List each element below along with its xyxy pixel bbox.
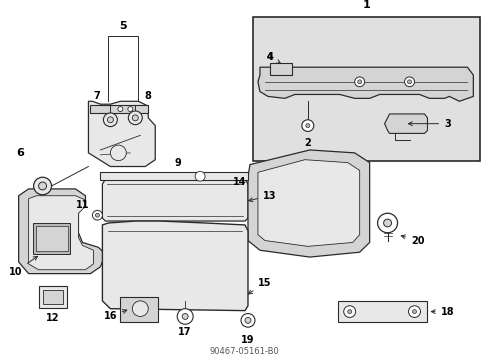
Text: 5: 5 [119, 21, 127, 31]
Text: 4: 4 [266, 53, 273, 62]
Text: 14: 14 [233, 177, 246, 187]
Circle shape [347, 310, 351, 314]
Circle shape [195, 171, 204, 181]
Circle shape [132, 115, 138, 121]
Circle shape [407, 306, 420, 318]
Polygon shape [258, 160, 359, 246]
Text: 11: 11 [76, 201, 89, 211]
Circle shape [305, 124, 309, 127]
Text: 7: 7 [93, 91, 100, 102]
Bar [120, 297, 158, 322]
Circle shape [354, 77, 364, 87]
Polygon shape [258, 67, 472, 101]
Text: 8: 8 [144, 91, 151, 102]
Polygon shape [384, 114, 427, 134]
Circle shape [95, 213, 99, 217]
Text: 17: 17 [178, 327, 191, 337]
Polygon shape [247, 150, 369, 257]
Circle shape [127, 107, 133, 112]
Circle shape [343, 306, 355, 318]
Circle shape [383, 219, 391, 227]
Circle shape [377, 213, 397, 233]
Circle shape [412, 310, 416, 314]
Text: 16: 16 [103, 310, 126, 321]
Circle shape [39, 182, 46, 190]
Text: 9: 9 [174, 158, 181, 168]
Bar [90, 105, 148, 113]
Text: 2: 2 [304, 138, 310, 148]
Circle shape [132, 301, 148, 316]
Circle shape [404, 77, 414, 87]
Circle shape [103, 113, 117, 127]
Circle shape [110, 145, 126, 161]
Circle shape [107, 117, 113, 123]
Text: 19: 19 [241, 335, 254, 345]
Bar [100, 172, 247, 180]
Circle shape [244, 318, 250, 323]
Circle shape [34, 177, 51, 195]
Text: 12: 12 [46, 314, 59, 323]
Text: 20: 20 [401, 235, 424, 246]
Circle shape [92, 210, 102, 220]
Circle shape [241, 314, 254, 327]
Circle shape [301, 120, 313, 131]
Polygon shape [102, 221, 247, 311]
Circle shape [182, 314, 188, 319]
Circle shape [128, 111, 142, 125]
Text: 6: 6 [17, 148, 24, 158]
Circle shape [118, 107, 122, 112]
Bar [337, 301, 427, 322]
Bar [36, 226, 67, 251]
Text: 3: 3 [407, 119, 450, 129]
Circle shape [177, 309, 193, 324]
Bar [39, 286, 66, 308]
Bar [269, 63, 291, 75]
Text: 1: 1 [362, 0, 370, 10]
Bar [33, 223, 70, 254]
Text: 10: 10 [9, 256, 38, 277]
Bar [252, 17, 479, 161]
Polygon shape [88, 101, 155, 167]
Text: 90467-05161-B0: 90467-05161-B0 [209, 347, 278, 356]
Text: 18: 18 [430, 307, 453, 316]
Circle shape [407, 80, 411, 84]
Polygon shape [102, 179, 247, 221]
Circle shape [357, 80, 361, 84]
Text: 15: 15 [248, 278, 271, 294]
Text: 4: 4 [266, 53, 280, 63]
Bar [42, 290, 62, 304]
Text: 13: 13 [248, 191, 276, 202]
Polygon shape [19, 189, 105, 274]
Polygon shape [29, 196, 93, 270]
